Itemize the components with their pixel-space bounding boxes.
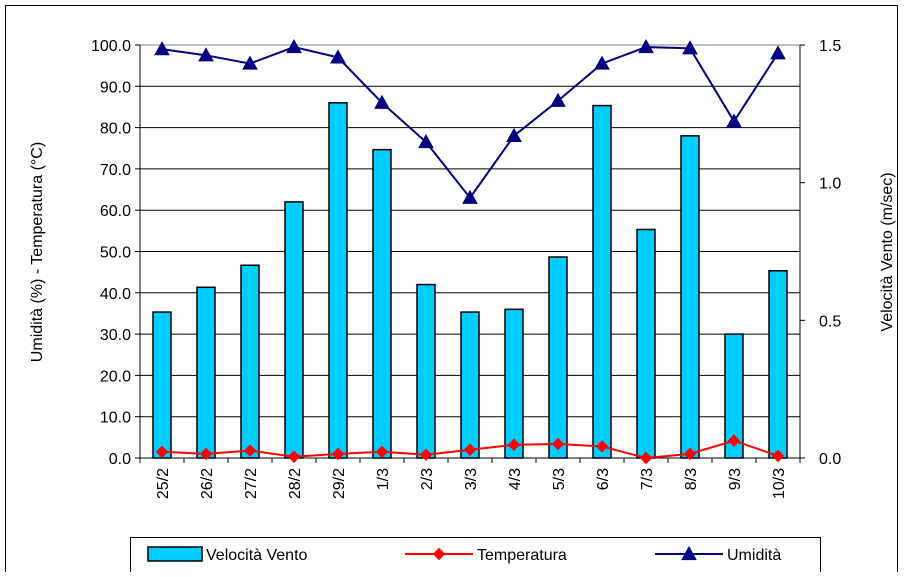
humidity-point <box>462 189 478 204</box>
x-tick-label: 26/2 <box>199 468 216 499</box>
y-tick-label: 10.0 <box>100 410 131 427</box>
lines <box>154 39 786 465</box>
humidity-point <box>682 40 698 55</box>
humidity-point <box>154 41 170 56</box>
wind-speed-bar <box>196 286 216 459</box>
x-tick-label: 29/2 <box>331 468 348 499</box>
x-tick-label: 6/3 <box>595 468 612 490</box>
chart-border <box>5 5 898 577</box>
temperature-point <box>419 448 433 461</box>
temperature-point <box>727 434 741 447</box>
y-tick-label: 20.0 <box>100 368 131 385</box>
x-tick-label: 25/2 <box>155 468 172 499</box>
humidity-point <box>330 49 346 64</box>
temperature-point <box>639 451 653 465</box>
temperature-point <box>507 438 521 451</box>
y2-tick-label: 0.5 <box>819 313 841 330</box>
legend-swatch-wind-speed <box>147 546 203 562</box>
temperature-point <box>771 449 785 463</box>
axes: 0.0 10.0 20.0 30.0 40.0 50.0 60.0 70.0 80.0 90.0 1… <box>91 38 841 499</box>
humidity-point <box>770 45 786 60</box>
y-tick-label: 0.0 <box>109 451 131 468</box>
legend-marker-humidity <box>681 545 697 561</box>
y-tick-label: 40.0 <box>100 286 131 303</box>
y-tick-label: 80.0 <box>100 121 131 138</box>
x-tick-label: 10/3 <box>771 468 788 499</box>
x-tick-label: 3/3 <box>463 468 480 490</box>
legend-marker-temperature <box>432 547 446 561</box>
bars <box>152 102 788 459</box>
y2-axis-title: Velocità Vento (m/sec) <box>879 172 896 331</box>
wind-speed-bar <box>284 201 304 459</box>
humidity-point <box>242 55 258 70</box>
legend-label: Umidità <box>727 547 781 564</box>
wind-speed-bar <box>636 228 656 459</box>
y-tick-label: 60.0 <box>100 203 131 220</box>
wind-speed-bar <box>328 102 348 459</box>
x-tick-label: 4/3 <box>507 468 524 490</box>
humidity-point <box>506 127 522 142</box>
x-tick-label: 2/3 <box>419 468 436 490</box>
y-tick-label: 50.0 <box>100 245 131 262</box>
humidity-point <box>638 39 654 54</box>
humidity-point <box>550 92 566 107</box>
x-tick-label: 5/3 <box>551 468 568 490</box>
y2-tick-label: 1.0 <box>819 176 841 193</box>
y-tick-label: 30.0 <box>100 327 131 344</box>
temperature-point <box>463 443 477 456</box>
temperature-point <box>375 445 389 459</box>
legend-box <box>130 537 821 577</box>
humidity-point <box>418 134 434 149</box>
x-tick-label: 8/3 <box>683 468 700 490</box>
wind-speed-bar <box>372 148 392 459</box>
x-tick-label: 28/2 <box>287 468 304 499</box>
wind-speed-bar <box>680 135 700 459</box>
y2-tick-label: 0.0 <box>819 451 841 468</box>
y2-tick-label: 1.5 <box>819 38 841 55</box>
x-tick-label: 7/3 <box>639 468 656 490</box>
x-tick-label: 27/2 <box>243 468 260 499</box>
temperature-point <box>243 444 257 457</box>
wind-speed-bar <box>460 311 480 459</box>
temperature-point <box>155 445 169 459</box>
humidity-point <box>594 55 610 70</box>
humidity-point <box>374 94 390 109</box>
legend: Velocità Vento Temperatura Umidità <box>130 537 821 577</box>
wind-speed-bar <box>152 311 172 459</box>
wind-speed-bar <box>504 308 524 459</box>
legend-label: Velocità Vento <box>206 547 308 564</box>
wind-speed-bar <box>592 104 612 459</box>
x-tick-label: 9/3 <box>727 468 744 490</box>
humidity-point <box>198 47 214 62</box>
temperature-point <box>331 447 345 461</box>
wind-speed-bar <box>548 256 568 459</box>
y-tick-label: 100.0 <box>91 38 131 55</box>
wind-speed-bar <box>416 283 436 459</box>
temperature-point <box>595 440 609 453</box>
temperature-point <box>199 447 213 461</box>
temperature-point <box>551 437 565 451</box>
y-tick-label: 90.0 <box>100 79 131 96</box>
x-tick-label: 1/3 <box>375 468 392 490</box>
temperature-point <box>683 447 697 461</box>
wind-speed-bar <box>768 270 788 459</box>
y-axis-title: Umidità (%) - Temperatura (°C) <box>29 142 46 362</box>
humidity-point <box>286 39 302 54</box>
temperature-point <box>287 450 301 463</box>
y-tick-label: 70.0 <box>100 162 131 179</box>
humidity-point <box>726 113 742 128</box>
legend-label: Temperatura <box>477 547 567 564</box>
wind-speed-bar <box>240 264 260 459</box>
